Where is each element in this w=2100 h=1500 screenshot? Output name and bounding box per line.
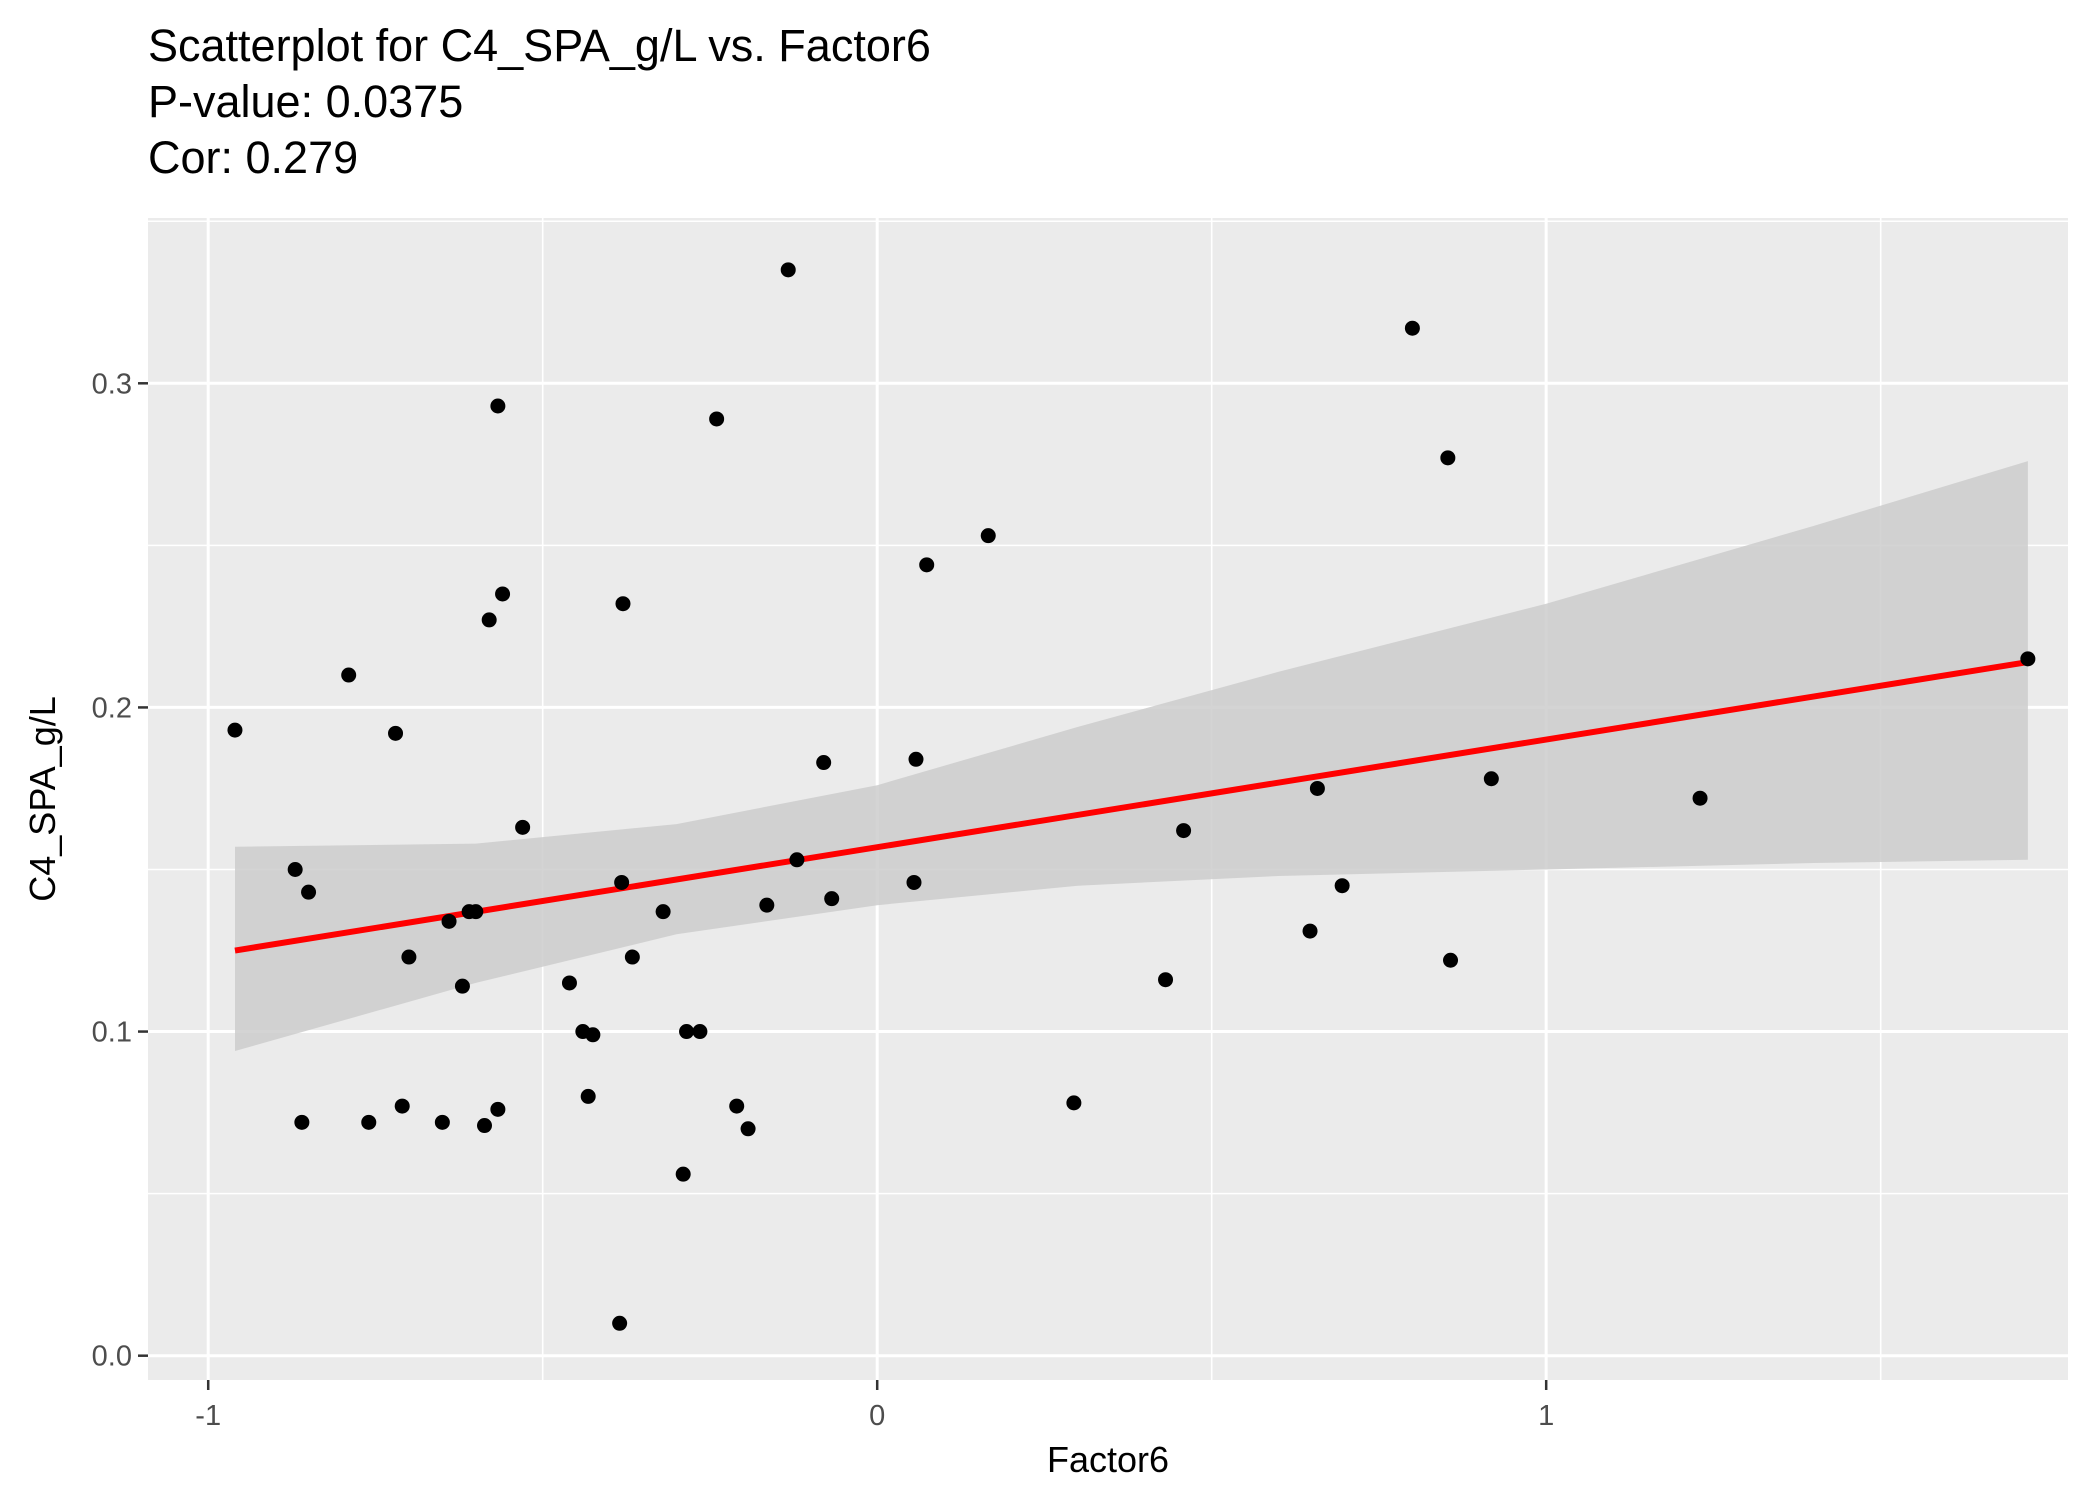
data-point [1404,320,1420,336]
confidence-band-group [235,461,2028,1052]
x-axis: -1 0 1 [195,1380,1554,1432]
data-point [2020,651,2036,667]
x-tick-label: 0 [869,1400,885,1432]
data-point [301,884,317,900]
data-point [561,975,577,991]
data-point [585,1027,601,1043]
data-point [655,904,671,920]
data-point [614,874,630,890]
data-point [729,1098,745,1114]
trend-line [234,659,2029,954]
data-point [615,596,631,612]
y-axis: 0.0 0.1 0.2 0.3 [92,368,148,1373]
data-point [441,913,457,929]
data-point [816,755,832,771]
chart-subtitle-cor: Cor: 0.279 [148,132,359,183]
data-point [919,557,935,573]
data-point [515,819,531,835]
data-point [580,1088,596,1104]
data-point [490,1101,506,1117]
data-point [481,612,497,628]
trend-line-group [234,659,2029,954]
data-point [824,891,840,907]
data-point [1443,952,1459,968]
data-point [287,861,303,877]
data-point [394,1098,410,1114]
data-point [1176,823,1192,839]
x-tick-label: 1 [1538,1400,1554,1432]
data-point [1066,1095,1082,1111]
y-axis-title: C4_SPA_g/L [22,696,63,901]
data-point [477,1118,493,1134]
y-tick-label: 0.2 [92,692,132,724]
data-point [388,725,404,741]
data-point [679,1024,695,1040]
y-tick-label: 0.3 [92,368,132,400]
data-point [624,949,640,965]
data-point [709,411,725,427]
data-point [490,398,506,414]
chart-title-block: Scatterplot for C4_SPA_g/L vs. Factor6 P… [148,18,931,186]
data-point [341,667,357,683]
y-tick-label: 0.0 [92,1341,132,1373]
data-point [227,722,243,738]
data-point [1440,450,1456,466]
data-point [495,586,511,602]
data-point [401,949,417,965]
data-point [1309,780,1325,796]
data-point [1302,923,1318,939]
data-point [294,1114,310,1130]
data-point [612,1315,628,1331]
data-point [454,978,470,994]
data-point [434,1114,450,1130]
data-point [468,904,484,920]
chart-title: Scatterplot for C4_SPA_g/L vs. Factor6 [148,20,931,71]
data-point [740,1121,756,1137]
data-point [1483,771,1499,787]
data-point [780,262,796,278]
data-point [1692,790,1708,806]
data-point [1158,972,1174,988]
data-point [789,852,805,868]
y-tick-label: 0.1 [92,1017,132,1049]
x-tick-label: -1 [195,1400,221,1432]
chart-subtitle-pvalue: P-value: 0.0375 [148,76,464,127]
data-point [908,751,924,767]
data-point [361,1114,377,1130]
data-point [759,897,775,913]
confidence-band [235,461,2028,1052]
data-point [675,1166,691,1182]
data-point [980,528,996,544]
x-axis-title: Factor6 [1047,1439,1169,1480]
data-point [692,1024,708,1040]
data-point [906,874,922,890]
data-points [227,262,2036,1331]
data-point [1334,878,1350,894]
